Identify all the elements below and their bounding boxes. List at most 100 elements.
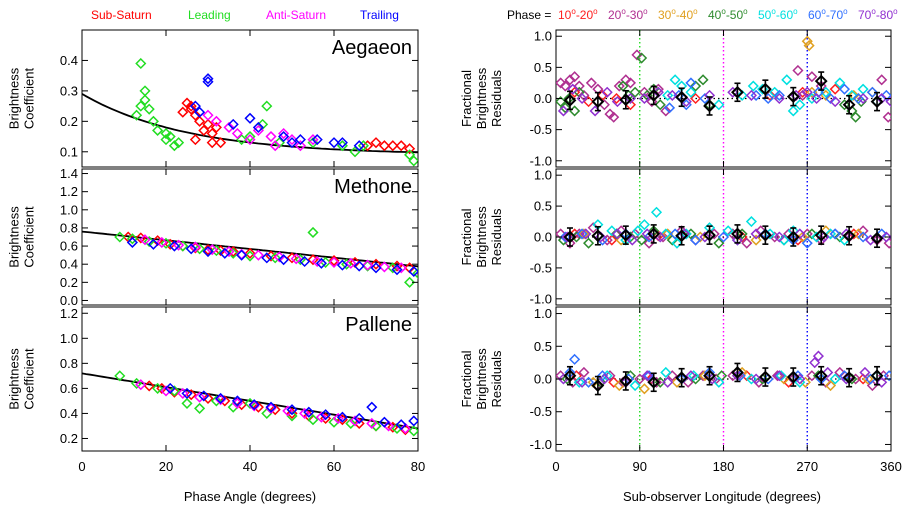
data-point (773, 231, 785, 243)
binned-point (563, 93, 577, 107)
data-point (139, 234, 151, 246)
data-point (210, 115, 222, 127)
data-point (634, 373, 646, 385)
data-point (829, 228, 841, 240)
data-point (624, 77, 637, 89)
data-point (143, 380, 155, 392)
data-point (801, 35, 813, 47)
binned-point (703, 369, 716, 383)
binned-point (591, 95, 605, 109)
data-point (114, 370, 126, 382)
y-tick-label: 0.0 (534, 91, 552, 106)
y-tick-label: 0.2 (60, 114, 78, 129)
data-point (231, 127, 243, 140)
y-axis-title-line: Brightness (474, 67, 489, 129)
panel-aegaeon: 0.1 0.2 0.3 0.4 Brightness Coefficient Aegaeon (7, 29, 419, 168)
data-point (559, 80, 571, 92)
data-point (669, 74, 681, 86)
binned-point (786, 230, 800, 244)
data-point (576, 376, 588, 388)
data-point (143, 103, 155, 115)
data-point (578, 366, 590, 379)
data-point (556, 96, 567, 108)
data-point (353, 412, 365, 425)
data-point (598, 99, 610, 111)
data-point (370, 137, 382, 149)
data-point (173, 137, 185, 149)
data-point (685, 370, 697, 382)
data-point (269, 140, 281, 152)
data-point (824, 92, 837, 105)
y-tick-label: 0.8 (60, 220, 78, 235)
plot-data-layer (82, 57, 418, 167)
data-point (219, 395, 231, 407)
data-point (608, 111, 620, 123)
binned-point (758, 370, 772, 384)
data-point (139, 94, 151, 106)
data-point (613, 80, 625, 92)
data-point (745, 215, 757, 228)
y-axis-title-line: Residuals (489, 350, 504, 408)
data-point (177, 387, 189, 399)
data-point (820, 376, 832, 388)
legend-leading: Leading (188, 8, 231, 22)
data-point (662, 228, 674, 240)
y-tick-label: -0.5 (530, 122, 552, 137)
data-point (181, 97, 193, 109)
binned-point (647, 88, 661, 102)
y-tick-label: 0.2 (60, 431, 78, 446)
legend-phase-bin: 70o-80o (858, 7, 898, 22)
data-point (160, 127, 172, 140)
binned-point (786, 90, 800, 104)
y-tick-label: 0.5 (534, 339, 552, 354)
data-point (660, 366, 672, 379)
data-point (576, 92, 588, 105)
data-point (806, 71, 818, 83)
data-point (736, 228, 748, 240)
data-point (370, 420, 382, 432)
data-point (611, 228, 623, 240)
data-point (261, 100, 273, 112)
data-point (753, 376, 765, 388)
y-tick-label: 1.0 (60, 331, 78, 346)
data-point (812, 350, 824, 362)
y-tick-label: 0.0 (60, 293, 78, 308)
data-point (294, 134, 306, 146)
binned-point (675, 229, 689, 243)
data-point (838, 83, 851, 95)
data-point (632, 225, 644, 237)
data-point (750, 373, 762, 385)
data-point (585, 77, 597, 89)
data-point (880, 89, 891, 101)
panel-title: Aegaeon (332, 37, 412, 59)
data-point (395, 140, 407, 152)
data-point (829, 83, 841, 95)
data-point (286, 134, 298, 146)
data-point (610, 92, 623, 105)
data-point (177, 106, 189, 118)
y-tick-label: 1.2 (60, 184, 78, 199)
data-point (660, 228, 672, 240)
data-point (880, 231, 891, 243)
data-point (576, 228, 588, 240)
legend-phase-bin: 50o-60o (758, 7, 798, 22)
data-point (378, 416, 390, 428)
data-point (690, 234, 702, 246)
data-point (778, 373, 790, 385)
data-point (583, 237, 595, 249)
data-point (713, 237, 725, 249)
data-point (307, 226, 319, 239)
data-point (328, 137, 340, 149)
data-point (366, 401, 378, 413)
y-tick-label: 0.4 (60, 53, 78, 68)
data-point (387, 140, 399, 152)
y-tick-label: 0.5 (534, 199, 552, 214)
y-axis-title-line: Fractional (459, 70, 474, 127)
data-point (408, 155, 418, 167)
data-point (564, 74, 576, 86)
data-point (299, 407, 311, 419)
data-point (215, 392, 227, 404)
data-point (769, 231, 781, 243)
data-point (408, 265, 418, 278)
data-point (569, 353, 581, 365)
